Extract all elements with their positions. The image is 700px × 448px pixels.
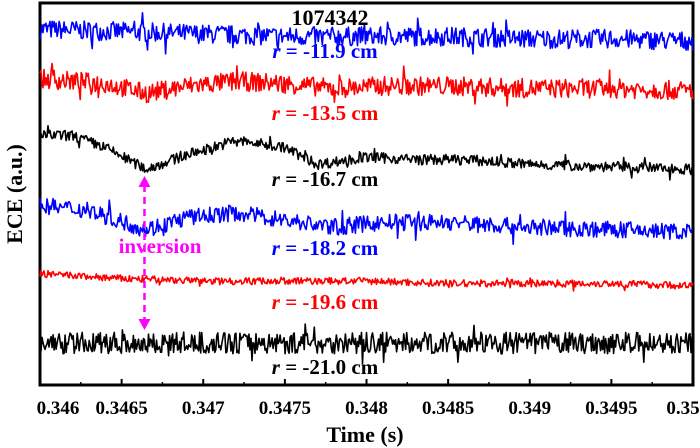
trace-label-6: r = -21.0 cm <box>272 355 379 379</box>
traces <box>39 12 694 365</box>
y-axis-title: ECE (a.u.) <box>2 144 27 244</box>
x-tick-label: 0.3475 <box>259 398 311 419</box>
trace-label-5: r = -19.6 cm <box>272 290 379 314</box>
trace-label-4: r = -18.2 cm <box>272 236 379 260</box>
x-tick-label: 0.3465 <box>96 398 148 419</box>
inversion-label: inversion <box>119 234 202 258</box>
series-line-6 <box>39 323 694 365</box>
x-tick-label: 0.3485 <box>422 398 474 419</box>
inversion-arrow-head-bottom <box>138 319 151 330</box>
x-tick-label: 0.349 <box>508 398 551 419</box>
x-axis: 0.346 0.3465 0.347 0.3475 0.348 0.3485 0.349 0.… <box>37 379 700 419</box>
x-tick-label: 0.3495 <box>585 398 637 419</box>
series-line-1 <box>39 12 694 55</box>
annotation-layer: inversion <box>119 176 202 330</box>
trace-label-3: r = -16.7 cm <box>272 167 379 191</box>
trace-label-2: r = -13.5 cm <box>272 101 379 125</box>
x-tick-label: 0.348 <box>345 398 388 419</box>
series-line-2 <box>39 62 694 107</box>
x-axis-title: Time (s) <box>326 422 403 447</box>
x-tick-label: 0.35 <box>666 398 699 419</box>
x-tick-label: 0.347 <box>182 398 225 419</box>
series-line-3 <box>39 125 694 181</box>
trace-labels: r = -11.9 cm r = -13.5 cm r = -16.7 cm r = … <box>272 39 379 379</box>
series-line-5 <box>39 269 694 292</box>
series-line-4 <box>39 197 693 245</box>
trace-label-1: r = -11.9 cm <box>272 39 378 63</box>
inversion-arrow-head-top <box>138 176 151 187</box>
chart-title: 1074342 <box>292 5 369 30</box>
x-tick-label: 0.346 <box>37 398 80 419</box>
